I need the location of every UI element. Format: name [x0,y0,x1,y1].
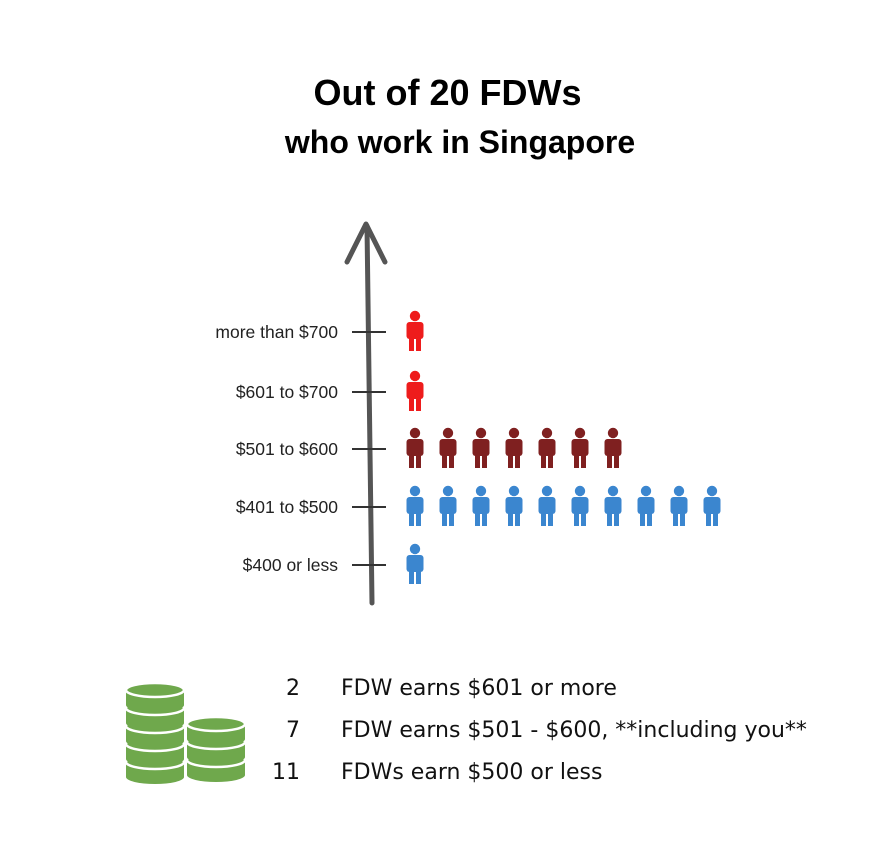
pictograph-row [406,543,424,584]
person-icon [637,485,655,526]
person-icon [670,485,688,526]
person-icon [406,310,424,351]
category-label: $400 or less [243,555,339,575]
y-axis [344,221,388,606]
pictograph-row [406,485,721,526]
coin-stack [124,681,186,784]
pictograph-row [406,370,424,411]
y-axis-line [364,223,375,606]
person-icon [703,485,721,526]
person-icon [571,427,589,468]
category-label: $401 to $500 [236,497,338,517]
person-icon [505,427,523,468]
pictograph-row [406,310,424,351]
chart-subtitle: who work in Singapore [284,124,636,160]
person-icon [406,370,424,411]
person-icon [472,427,490,468]
person-icon [538,485,556,526]
person-icon [604,427,622,468]
person-icon [406,543,424,584]
coin-stack [185,715,247,782]
category-label: $601 to $700 [236,382,338,402]
person-icon [439,427,457,468]
person-icon [406,427,424,468]
pictograph-row [406,427,622,468]
category-labels: more than $700 $601 to $700 $501 to $600 $4… [215,322,386,575]
category-label: $501 to $600 [236,439,338,459]
person-icon [538,427,556,468]
person-icon [439,485,457,526]
person-icon [472,485,490,526]
person-icon [571,485,589,526]
person-icon [604,485,622,526]
person-icon [505,485,523,526]
person-icon [406,485,424,526]
category-label: more than $700 [215,322,338,342]
y-axis-arrowhead [344,221,388,265]
coin-stack-icon [124,681,247,784]
chart-title: Out of 20 FDWs [313,72,582,113]
pictograph-rows [406,310,721,584]
